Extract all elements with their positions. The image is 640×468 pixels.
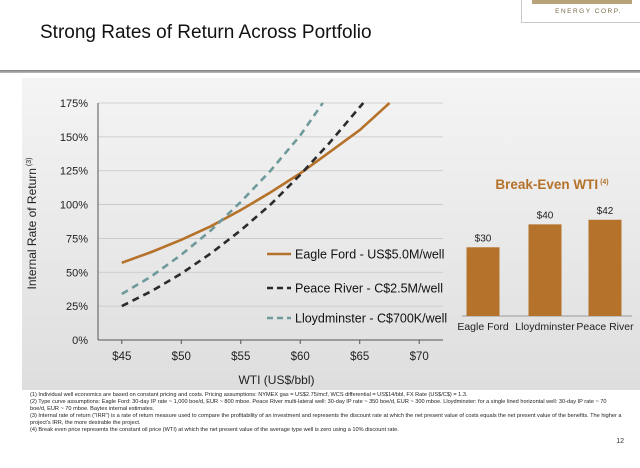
series-line-2: [121, 102, 365, 308]
series-line-3: [121, 102, 324, 296]
y-tick-label: 50%: [66, 267, 88, 279]
x-tick-label: $55: [231, 351, 250, 363]
bar-value-label-1: $30: [475, 233, 492, 244]
bar-category-label-2: Lloydminster: [515, 321, 575, 333]
bar-value-label-2: $40: [537, 210, 554, 221]
footnote-3: (3) Internal rate of return ("IRR") is a…: [30, 412, 622, 426]
logo-bar: [532, 0, 632, 4]
bar-2: [528, 224, 562, 316]
y-tick-label: 125%: [60, 166, 88, 178]
bar-3: [588, 219, 622, 316]
title-divider: [0, 70, 640, 73]
x-tick-label: $45: [112, 351, 131, 363]
y-tick-label: 0%: [72, 335, 88, 347]
bar-chart-title: Break-Even WTI (4): [495, 177, 608, 192]
bar-value-label-3: $42: [597, 206, 614, 217]
legend-label-2: Peace River - C$2.5M/well: [295, 282, 443, 296]
footnote-4: (4) Break even price represents the cons…: [30, 426, 399, 433]
y-axis-label: Internal Rate of Return (3): [25, 158, 39, 290]
x-tick-label: $60: [291, 351, 310, 363]
series-line-1: [121, 102, 391, 265]
legend-label-3: Lloydminster - C$700K/well: [295, 312, 447, 326]
footnote-2: (2) Type curve assumptions: Eagle Ford: …: [30, 398, 607, 412]
bar-1: [466, 247, 500, 316]
bar-category-label-3: Peace River: [576, 321, 634, 333]
page-title: Strong Rates of Return Across Portfolio: [40, 22, 372, 43]
x-tick-label: $65: [350, 351, 369, 363]
x-tick-label: $50: [172, 351, 191, 363]
footnotes: (1) Individual well economics are based …: [30, 392, 622, 433]
y-axis-label-note: (3): [26, 158, 33, 169]
company-logo: ENERGY CORP.: [521, 0, 640, 23]
bar-chart-title-note: (4): [598, 179, 609, 186]
y-tick-label: 100%: [60, 200, 88, 212]
logo-text: ENERGY CORP.: [555, 8, 622, 15]
bar-category-label-1: Eagle Ford: [457, 321, 509, 333]
y-tick-label: 25%: [66, 301, 88, 313]
legend-label-1: Eagle Ford - US$5.0M/well: [295, 248, 444, 262]
y-tick-label: 150%: [60, 132, 88, 144]
y-tick-label: 75%: [66, 233, 88, 245]
x-tick-label: $70: [410, 351, 429, 363]
y-tick-label: 175%: [60, 98, 88, 110]
footnote-1: (1) Individual well economics are based …: [30, 392, 468, 398]
x-axis-label: WTI (US$/bbl): [238, 373, 314, 387]
page-number: 12: [616, 438, 624, 445]
